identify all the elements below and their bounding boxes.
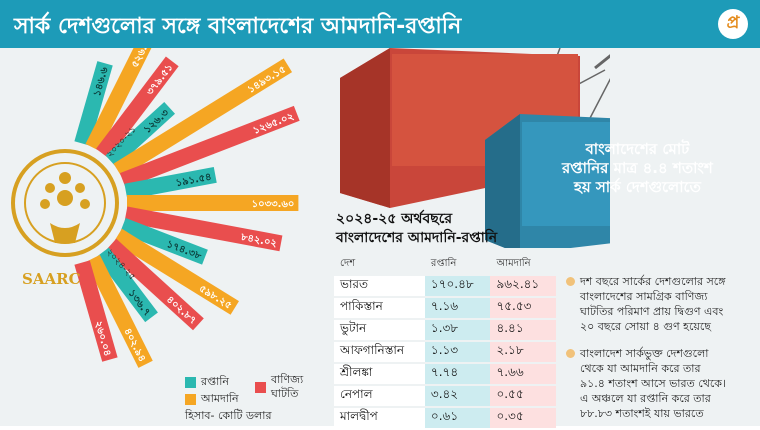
table-title-line-2: বাংলাদেশের আমদানি-রপ্তানি xyxy=(336,230,498,246)
cell-export: ১.১৩ xyxy=(424,342,491,362)
fan-bar-chart: ১৪৬.৬৫২৬.৫০৩৭৯.৫১১২৬.৩১৪৯৩.১৫১২৬৫.০২১৯১.… xyxy=(11,48,300,368)
cell-country: আফগানিস্তান xyxy=(334,342,425,362)
cell-country: পাকিস্তান xyxy=(334,298,425,318)
fan-bar-rect xyxy=(127,195,299,211)
cell-export: ৭.১৬ xyxy=(424,298,491,318)
fan-bar-rect xyxy=(105,238,204,331)
legend-label-deficit: বাণিজ্য ঘাটতি xyxy=(271,373,304,400)
cell-country: মালদ্বীপ xyxy=(334,408,425,428)
fan-bar-rect xyxy=(113,58,293,178)
container-line-3: হয় সার্ক দেশগুলোতে xyxy=(573,178,701,196)
note-2-line-3: ৯১.৪ শতাংশ আসে ভারত থেকে। xyxy=(580,377,726,390)
cell-export: ৭.৭৪ xyxy=(424,364,491,384)
header-country: দেশ xyxy=(340,258,356,269)
note-2-line-1: বাংলাদেশ সার্কভুক্ত দেশগুলো xyxy=(580,347,709,360)
fan-bar-rect xyxy=(74,260,118,362)
note-2: বাংলাদেশ সার্কভুক্ত দেশগুলো থেকে যা আমদা… xyxy=(566,346,751,421)
container-line-1: বাংলাদেশের মোট xyxy=(585,140,690,158)
table-row: নেপাল ৩.৪২ ০.৫৫ xyxy=(334,386,556,406)
saarc-emblem xyxy=(11,149,119,257)
blue-container xyxy=(485,114,610,248)
legend-swatch-export xyxy=(185,377,196,388)
table-title-line-1: ২০২৪-২৫ অর্থবছরে xyxy=(336,211,453,227)
fan-bar-export: ১৯১.৫৪ xyxy=(124,167,217,200)
container-line-2: রপ্তানির মাত্র ৪.৪ শতাংশ xyxy=(562,159,713,177)
cell-import: ৪.৪১ xyxy=(490,320,556,340)
legend-import: আমদানি xyxy=(185,390,239,409)
table-row: ভারত ১৭০.৪৮ ৯৬২.৪১ xyxy=(334,276,556,296)
fan-bar-rect xyxy=(119,105,300,189)
cell-country: নেপাল xyxy=(334,386,425,406)
container-headline: বাংলাদেশের মোট রপ্তানির মাত্র ৪.৪ শতাংশ … xyxy=(562,140,713,197)
legend-label-export: রপ্তানি xyxy=(201,375,229,388)
cell-import: ৭.৬৬ xyxy=(490,364,556,384)
cell-import: ৭৫.৫৩ xyxy=(490,298,556,318)
trade-table: দেশ রপ্তানি আমদানি ভারত ১৭০.৪৮ ৯৬২.৪১ পাকি… xyxy=(334,253,556,430)
cell-country: ভুটান xyxy=(334,320,425,340)
fan-bar-rect xyxy=(105,101,176,168)
cell-import: ২.১৮ xyxy=(490,342,556,362)
note-2-line-5: ৮৮.৮৩ শতাংশই যায় ভারতে xyxy=(580,407,704,420)
table-row: শ্রীলঙ্কা ৭.৭৪ ৭.৬৬ xyxy=(334,364,556,384)
fan-bar-rect xyxy=(113,228,239,315)
cell-export: ১.৩৮ xyxy=(424,320,491,340)
cell-import: ০.৩৫ xyxy=(490,408,556,428)
cell-export: ৩.৪২ xyxy=(424,386,491,406)
note-2-line-4: এ অঞ্চলে যা রপ্তানি করে তার xyxy=(580,392,711,405)
bullet-icon xyxy=(566,277,575,286)
cell-export: ১৭০.৪৮ xyxy=(424,276,491,296)
table-row: মালদ্বীপ ০.৬১ ০.৩৫ xyxy=(334,408,556,428)
fan-bar-rect xyxy=(119,217,208,265)
note-1-line-3: ঘাটতির পরিমাণ প্রায় দ্বিগুণ এবং xyxy=(580,305,724,318)
cell-country: শ্রীলঙ্কা xyxy=(334,364,425,384)
unit-note: হিসাব- কোটি ডলার xyxy=(185,409,272,422)
fan-bar-rect xyxy=(96,56,179,159)
cell-import: ৯৬২.৪১ xyxy=(490,276,556,296)
cell-export: ০.৬১ xyxy=(424,408,491,428)
fan-bar-deficit: ৮৪২.০২ xyxy=(124,206,283,252)
cell-import: ০.৫৫ xyxy=(490,386,556,406)
legend-deficit: বাণিজ্য ঘাটতি xyxy=(255,373,321,401)
note-2-line-2: থেকে যা আমদানি করে তার xyxy=(580,362,701,375)
header-export: রপ্তানি xyxy=(430,258,457,269)
legend-label-import: আমদানি xyxy=(201,392,239,405)
table-row: পাকিস্তান ৭.১৬ ৭৫.৫৩ xyxy=(334,298,556,318)
header-bar: সার্ক দেশগুলোর সঙ্গে বাংলাদেশের আমদানি-র… xyxy=(0,0,760,48)
fan-bar-rect xyxy=(96,247,158,323)
fan-bar-rect xyxy=(85,48,159,152)
fan-bar-rect xyxy=(124,167,217,200)
note-1-line-2: বাংলাদেশের সামগ্রিক বাণিজ্য xyxy=(580,290,708,303)
fan-bar-rect xyxy=(74,61,113,146)
table-row: আফগানিস্তান ১.১৩ ২.১৮ xyxy=(334,342,556,362)
legend-export: রপ্তানি xyxy=(185,373,229,392)
fan-bar-rect xyxy=(85,254,153,368)
saarc-label: SAARC xyxy=(22,270,81,288)
legend-swatch-import xyxy=(185,394,196,405)
fan-bar-value-label: ১০৩৩.৬০ xyxy=(252,199,295,210)
table-title: ২০২৪-২৫ অর্থবছরে বাংলাদেশের আমদানি-রপ্তা… xyxy=(336,210,497,248)
note-1-line-4: ২০ বছরে সোয়া ৪ গুণ হয়েছে xyxy=(580,320,711,333)
note-1: দশ বছরে সার্কের দেশগুলোর সঙ্গে বাংলাদেশে… xyxy=(566,274,751,334)
legend-swatch-deficit xyxy=(255,381,266,393)
fan-bar-import: ১০৩৩.৬০ xyxy=(127,195,299,211)
page-title: সার্ক দেশগুলোর সঙ্গে বাংলাদেশের আমদানি-র… xyxy=(14,14,462,39)
table-header-row: দেশ রপ্তানি আমদানি xyxy=(334,255,556,274)
header-import: আমদানি xyxy=(496,258,531,269)
table-row: ভুটান ১.৩৮ ৪.৪১ xyxy=(334,320,556,340)
shipping-containers xyxy=(340,48,610,248)
fan-bar-rect xyxy=(124,206,283,252)
bullet-icon xyxy=(566,349,575,358)
note-1-line-1: দশ বছরে সার্কের দেশগুলোর সঙ্গে xyxy=(580,275,726,288)
logo: প্র xyxy=(718,9,748,39)
cell-country: ভারত xyxy=(334,276,425,296)
